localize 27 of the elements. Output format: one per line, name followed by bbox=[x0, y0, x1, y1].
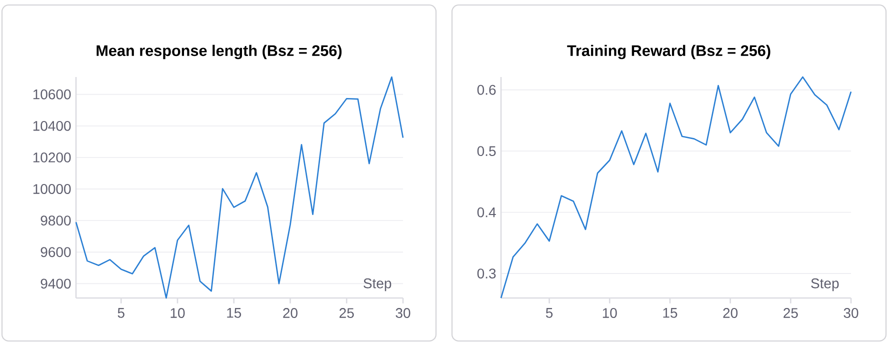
x-tick-label: 5 bbox=[118, 308, 124, 318]
chart-title: Training Reward (Bsz = 256) bbox=[567, 44, 770, 60]
y-tick-label: 10600 bbox=[33, 89, 71, 100]
x-tick-label: 30 bbox=[844, 308, 858, 318]
x-tick-label: 20 bbox=[723, 308, 738, 318]
x-tick-label: 15 bbox=[227, 308, 242, 318]
x-tick-label: 30 bbox=[396, 308, 410, 318]
chart-title: Mean response length (Bsz = 256) bbox=[96, 44, 342, 60]
x-tick-label: 10 bbox=[170, 308, 185, 318]
y-tick-label: 0.6 bbox=[477, 84, 496, 95]
y-tick-label: 0.3 bbox=[477, 268, 496, 278]
x-tick-label: 25 bbox=[340, 308, 354, 318]
y-tick-label: 9600 bbox=[40, 247, 71, 258]
y-tick-label: 10200 bbox=[33, 152, 71, 162]
x-axis-title: Step bbox=[364, 278, 392, 292]
y-tick-label: 10400 bbox=[33, 120, 71, 131]
x-tick-label: 25 bbox=[784, 308, 798, 318]
x-tick-label: 5 bbox=[546, 308, 553, 318]
y-tick-label: 9800 bbox=[40, 216, 71, 226]
x-axis-title: Step bbox=[811, 278, 839, 292]
y-tick-label: 9400 bbox=[40, 278, 71, 289]
y-tick-label: 0.4 bbox=[477, 207, 496, 218]
y-tick-label: 10000 bbox=[33, 184, 71, 194]
x-tick-label: 10 bbox=[602, 308, 617, 318]
x-tick-label: 15 bbox=[663, 308, 678, 318]
x-tick-label: 20 bbox=[283, 308, 298, 318]
y-tick-label: 0.5 bbox=[477, 146, 496, 156]
